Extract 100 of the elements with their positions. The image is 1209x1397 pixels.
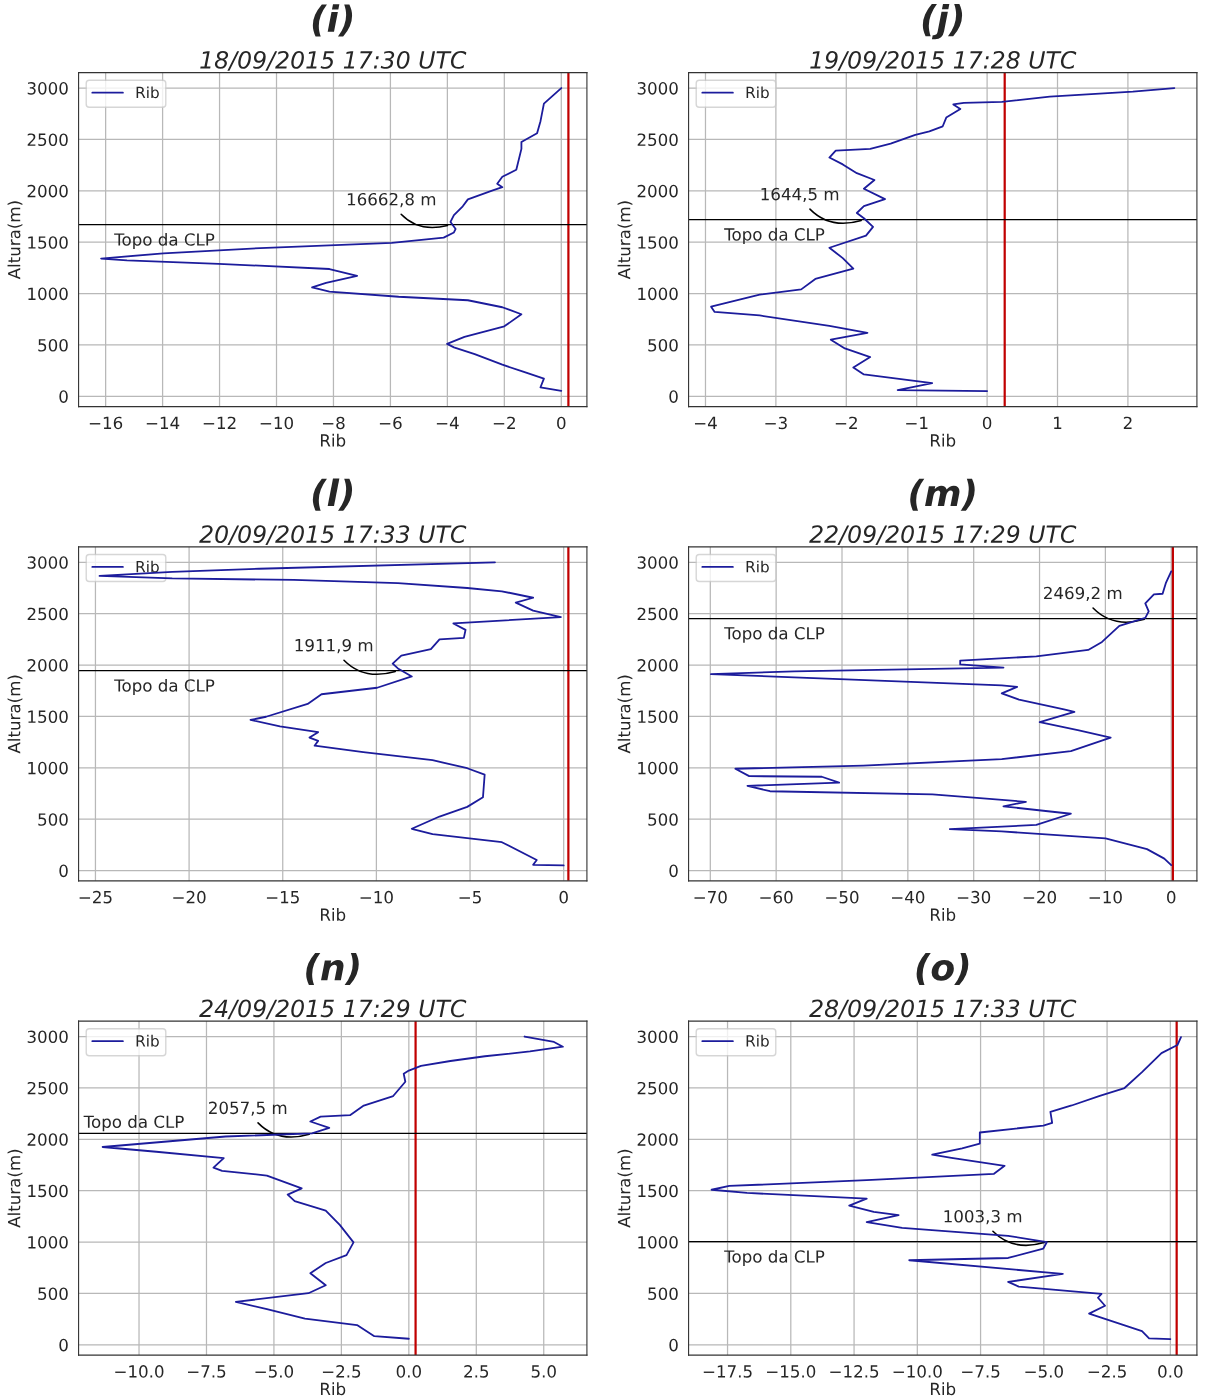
chart-title: (m)	[910, 478, 975, 511]
x-tick-label: −5	[459, 891, 481, 904]
y-tick-label: 3000	[637, 556, 678, 569]
x-axis-title: Rib	[320, 1382, 346, 1396]
y-tick-label: 2500	[637, 607, 678, 621]
ref-line-label: Topo da CLP	[724, 1249, 825, 1267]
y-tick-label: 1000	[638, 1236, 678, 1249]
x-tick-label: −10.0	[115, 1365, 164, 1378]
y-tick-label: 3000	[637, 1030, 678, 1044]
legend-label: Rib	[746, 560, 769, 573]
y-tick-label: 500	[38, 338, 68, 352]
x-tick-label: −12.5	[830, 1365, 879, 1378]
line-series	[98, 561, 565, 867]
x-axis-title: Rib	[930, 1382, 956, 1396]
x-tick-label: −1	[906, 416, 928, 429]
ref-line-label: Topo da CLP	[114, 232, 215, 250]
y-tick-label: 1500	[638, 236, 678, 249]
x-tick-label: −17.5	[703, 1365, 752, 1378]
x-tick-label: −8	[322, 416, 345, 430]
x-tick-label: −12	[203, 416, 236, 429]
x-tick-label: −16	[89, 416, 123, 430]
y-tick-label: 2500	[27, 607, 68, 621]
x-tick-label: −3	[765, 416, 787, 430]
chart-title: (l)	[312, 478, 353, 511]
x-tick-label: −5.0	[1025, 1365, 1063, 1378]
legend-label: Rib	[746, 1034, 769, 1047]
y-tick-label: 0	[59, 1338, 68, 1352]
x-tick-label: 2	[1123, 416, 1132, 429]
chart-subtitle: 19/09/2015 17:28 UTC	[810, 50, 1077, 71]
y-tick-label: 500	[648, 338, 678, 352]
x-tick-label: −60	[760, 890, 793, 904]
x-tick-label: −7.5	[188, 1365, 226, 1378]
y-axis-title: Altura(m)	[617, 675, 633, 754]
y-tick-label: 1500	[28, 710, 68, 724]
chart-title: (n)	[306, 952, 359, 986]
x-tick-label: 0.0	[1158, 1365, 1183, 1378]
annotation: 2057,5 m	[209, 1101, 287, 1116]
ref-line-label: Topo da CLP	[114, 678, 215, 696]
x-axis-title: Rib	[320, 908, 346, 921]
x-axis-title: Rib	[320, 433, 346, 447]
y-tick-label: 2000	[637, 184, 678, 198]
x-tick-label: −5.0	[255, 1365, 294, 1378]
y-tick-label: 0	[59, 390, 68, 403]
x-tick-label: −20	[173, 890, 206, 904]
y-tick-label: 1500	[638, 1184, 678, 1198]
legend-label: Rib	[136, 1034, 159, 1047]
legend-label: Rib	[136, 560, 159, 573]
x-tick-label: −20	[1023, 890, 1057, 904]
chart-subtitle: 22/09/2015 17:29 UTC	[809, 525, 1077, 545]
y-tick-label: 1500	[638, 710, 678, 724]
x-tick-label: 2.5	[464, 1365, 489, 1378]
x-tick-label: −10	[1089, 890, 1122, 904]
x-tick-label: −2.5	[322, 1365, 361, 1378]
y-tick-label: 3000	[27, 1030, 68, 1044]
y-tick-label: 500	[648, 813, 678, 826]
x-tick-label: 0	[982, 416, 992, 430]
x-axis-title: Rib	[930, 433, 956, 447]
line-series	[710, 87, 1176, 393]
x-tick-label: −4	[694, 416, 717, 429]
y-tick-label: 3000	[27, 556, 68, 569]
chart-title: (o)	[916, 952, 969, 986]
y-tick-label: 2500	[27, 1081, 68, 1095]
x-tick-label: −2.5	[1088, 1365, 1126, 1378]
annotation: 1003,3 m	[944, 1209, 1022, 1225]
x-tick-label: −15	[266, 891, 299, 904]
x-tick-label: 0	[559, 890, 568, 904]
y-tick-label: 0	[669, 390, 678, 403]
y-tick-label: 1000	[28, 1236, 68, 1249]
y-axis-title: Altura(m)	[7, 1149, 23, 1228]
y-tick-label: 2500	[27, 133, 68, 147]
x-tick-label: −7.5	[962, 1365, 1000, 1378]
y-tick-label: 0	[669, 1338, 678, 1352]
chart-title: (i)	[312, 4, 353, 37]
x-tick-label: −2	[493, 416, 515, 429]
ref-line-label: Topo da CLP	[724, 227, 825, 244]
y-tick-label: 2000	[27, 659, 68, 672]
x-tick-label: −10.0	[893, 1365, 942, 1378]
y-tick-label: 2000	[637, 1133, 678, 1146]
legend-label: Rib	[136, 86, 159, 99]
chart-subtitle: 20/09/2015 17:33 UTC	[199, 525, 467, 545]
x-tick-label: −25	[79, 890, 112, 904]
ref-line-label: Topo da CLP	[724, 626, 825, 643]
line-series	[100, 87, 563, 392]
y-axis-title: Altura(m)	[617, 201, 633, 280]
y-tick-label: 1000	[28, 287, 68, 301]
chart-subtitle: 28/09/2015 17:33 UTC	[809, 999, 1077, 1020]
x-tick-label: −15.0	[767, 1365, 816, 1378]
x-tick-label: 0	[1167, 890, 1176, 904]
y-axis-title: Altura(m)	[7, 201, 23, 280]
legend-label: Rib	[746, 86, 769, 99]
x-tick-label: −70	[694, 890, 727, 904]
y-tick-label: 1000	[638, 761, 678, 775]
y-tick-label: 3000	[27, 82, 68, 95]
y-tick-label: 1000	[638, 287, 678, 301]
chart-subtitle: 24/09/2015 17:29 UTC	[199, 999, 467, 1020]
y-tick-label: 2000	[637, 659, 678, 672]
y-tick-label: 2500	[637, 133, 678, 147]
y-tick-label: 2500	[637, 1081, 678, 1095]
x-tick-label: −30	[957, 890, 991, 904]
line-series	[710, 1036, 1182, 1340]
